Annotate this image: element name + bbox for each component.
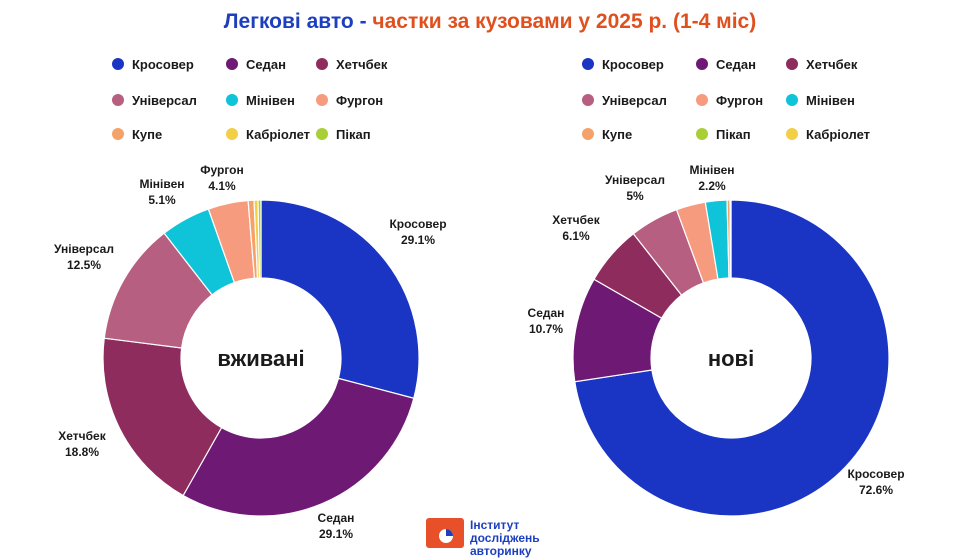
title-part-1: Легкові авто - [223, 10, 367, 33]
slice-label-2: Хетчбек [58, 429, 106, 443]
legend-label-7: Пікап [716, 127, 751, 142]
slice-value-1: 10.7% [529, 322, 563, 336]
legend-label-2: Хетчбек [336, 57, 388, 72]
slice-2 [102, 337, 223, 497]
legend-label-4: Фургон [716, 93, 763, 108]
slice-value-2: 18.8% [65, 445, 99, 459]
legend-label-3: Універсал [602, 93, 667, 108]
legend-swatch-5 [786, 94, 798, 106]
slice-value-5: 4.1% [208, 179, 236, 193]
legend-swatch-1 [226, 58, 238, 70]
new-cars-donut: нові Кросовер 72.6% Седан 10.7% Хетчбек 6.1% Ун… [528, 57, 905, 517]
slice-value-0: 29.1% [401, 233, 435, 247]
slice-label-4: Мінівен [139, 177, 184, 191]
legend-swatch-7 [226, 128, 238, 140]
legend-label-1: Седан [246, 57, 286, 72]
slice-value-0: 72.6% [859, 483, 893, 497]
used-cars-donut: вживані Кросовер 29.1% Седан 29.1% Хетчбек 18.… [54, 57, 447, 541]
slice-value-3: 5% [626, 189, 644, 203]
slice-label-1: Седан [318, 511, 355, 525]
slice-value-2: 6.1% [562, 229, 590, 243]
chart-title: Легкові авто - частки за кузовами у 2025… [0, 10, 980, 34]
slice-value-3: 12.5% [67, 258, 101, 272]
legend-label-6: Купе [132, 127, 162, 142]
legend-label-1: Седан [716, 57, 756, 72]
title-part-2: частки за кузовами у 2025 р. (1-4 міс) [372, 10, 757, 33]
slice-value-1: 29.1% [319, 527, 353, 541]
legend-swatch-2 [316, 58, 328, 70]
legend-label-4: Мінівен [246, 93, 295, 108]
legend-swatch-4 [696, 94, 708, 106]
slice-label-0: Кросовер [389, 217, 446, 231]
legend-swatch-6 [582, 128, 594, 140]
slice-label-5: Мінівен [689, 163, 734, 177]
logo-line-1: Інститут [470, 518, 520, 532]
slice-value-5: 2.2% [698, 179, 726, 193]
legend-swatch-2 [786, 58, 798, 70]
legend-swatch-8 [316, 128, 328, 140]
legend-label-8: Пікап [336, 127, 371, 142]
legend-label-5: Мінівен [806, 93, 855, 108]
slice-label-1: Седан [528, 306, 565, 320]
legend-swatch-5 [316, 94, 328, 106]
slice-label-5: Фургон [200, 163, 244, 177]
legend-swatch-6 [112, 128, 124, 140]
legend-swatch-1 [696, 58, 708, 70]
legend-label-0: Кросовер [602, 57, 664, 72]
center-label: нові [708, 346, 754, 371]
legend-label-8: Кабріолет [806, 127, 870, 142]
legend-swatch-3 [582, 94, 594, 106]
slice-0 [260, 199, 420, 399]
slice-label-3: Універсал [54, 242, 114, 256]
legend-label-0: Кросовер [132, 57, 194, 72]
slice-label-3: Універсал [605, 173, 665, 187]
legend-label-3: Універсал [132, 93, 197, 108]
legend-swatch-4 [226, 94, 238, 106]
slice-1 [182, 377, 415, 517]
institute-logo: Інститут досліджень авторинку [426, 518, 540, 558]
logo-line-2: досліджень [470, 531, 540, 545]
legend-label-6: Купе [602, 127, 632, 142]
legend-swatch-3 [112, 94, 124, 106]
legend-label-2: Хетчбек [806, 57, 858, 72]
legend-label-7: Кабріолет [246, 127, 310, 142]
slice-8 [257, 199, 262, 279]
legend-swatch-0 [112, 58, 124, 70]
slice-value-4: 5.1% [148, 193, 176, 207]
legend-label-5: Фургон [336, 93, 383, 108]
slice-label-2: Хетчбек [552, 213, 600, 227]
legend-swatch-8 [786, 128, 798, 140]
logo-line-3: авторинку [470, 544, 532, 558]
center-label: вживані [217, 346, 304, 371]
legend-swatch-7 [696, 128, 708, 140]
legend-swatch-0 [582, 58, 594, 70]
slice-0 [574, 199, 890, 517]
slice-label-0: Кросовер [847, 467, 904, 481]
